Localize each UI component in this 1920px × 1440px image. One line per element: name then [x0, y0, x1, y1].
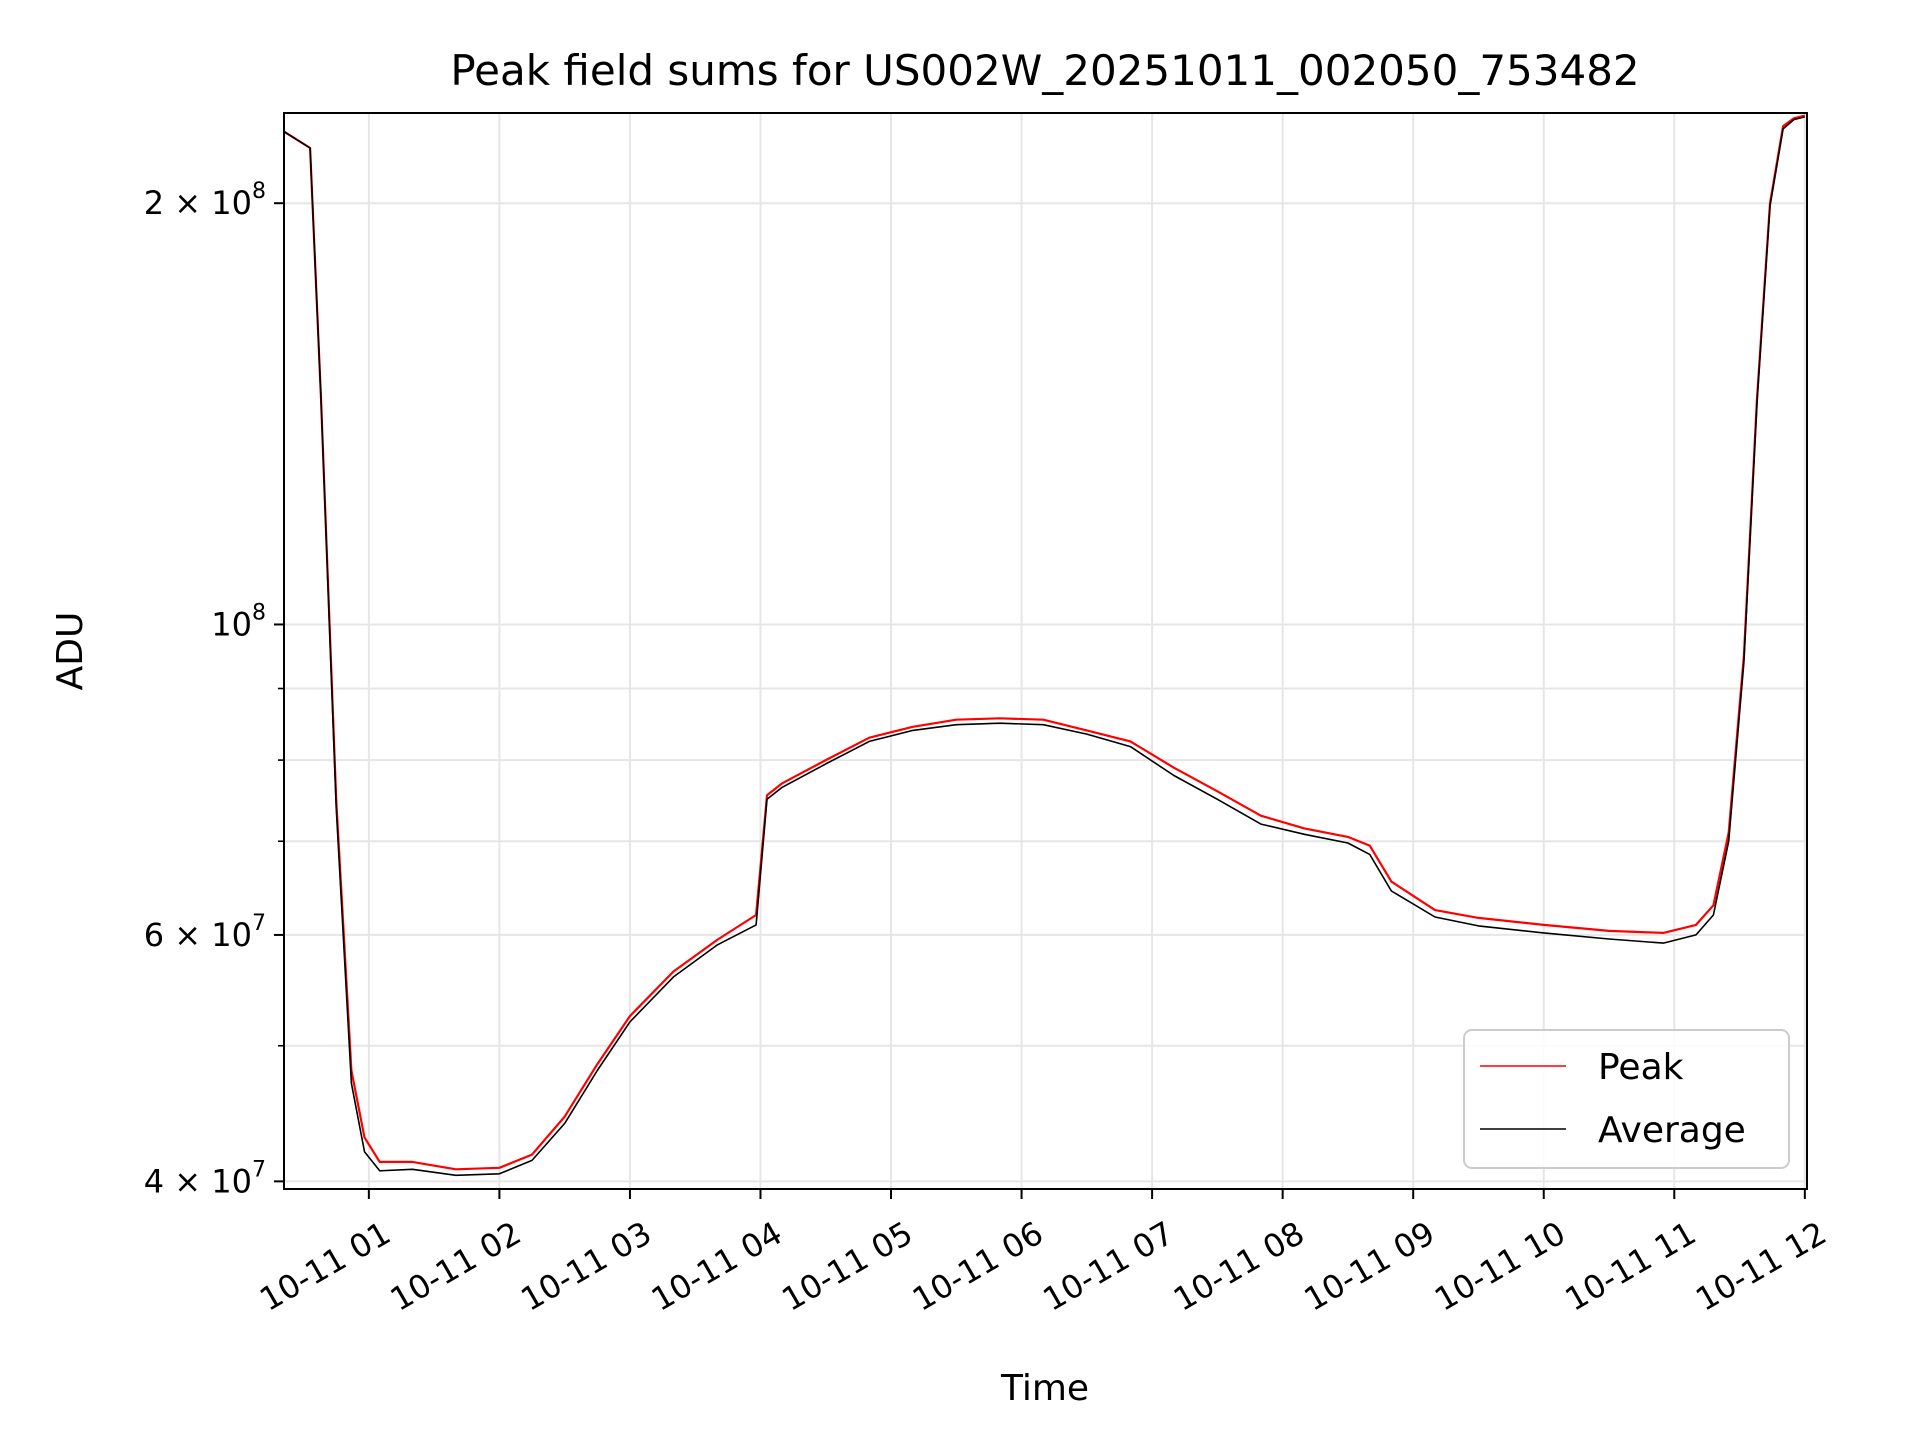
legend-label-average: Average [1598, 1110, 1746, 1151]
y-tick-label: 2 × 108 [144, 179, 266, 222]
series-line-average [283, 116, 1805, 1177]
y-tick-label: 6 × 107 [144, 911, 266, 954]
chart-title: Peak field sums for US002W_20251011_0020… [450, 46, 1639, 95]
plot-frame [283, 112, 1808, 1190]
legend-box [1463, 1029, 1790, 1169]
x-axis-label: Time [1000, 1368, 1089, 1409]
series-line-peak [283, 114, 1806, 1171]
series-layer [283, 114, 1806, 1177]
y-axis-label: ADU [50, 612, 91, 691]
y-tick-label: 4 × 107 [144, 1157, 266, 1200]
legend-label-peak: Peak [1598, 1047, 1684, 1088]
legend: Peak Average [1463, 1029, 1790, 1169]
grid-lines [284, 113, 1807, 1189]
y-axis-ticks: 4 × 107 6 × 107 108 2 × 108 [144, 179, 284, 1200]
y-tick-label: 108 [211, 600, 266, 643]
